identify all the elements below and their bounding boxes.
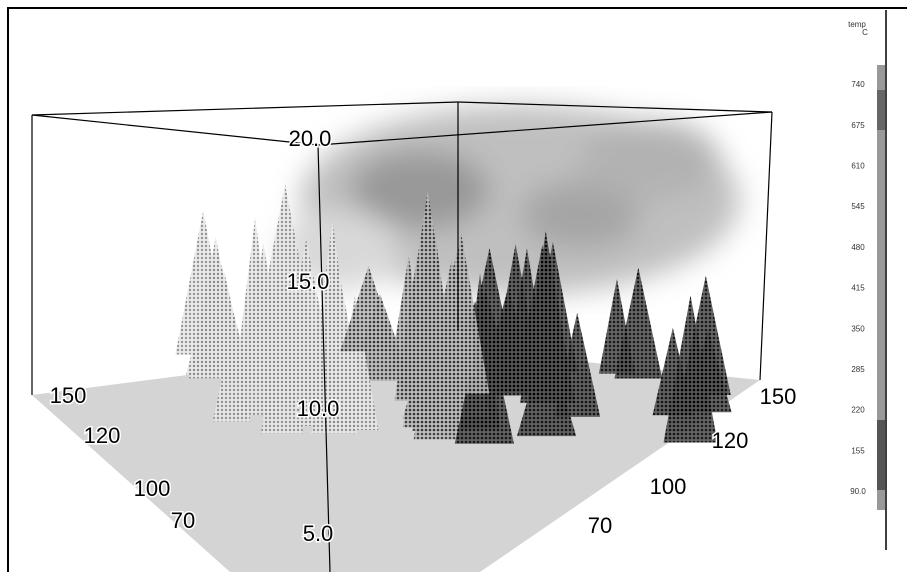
colorbar-label: 220	[851, 406, 865, 415]
colorbar-label: 415	[851, 284, 865, 293]
vertical-tick-label: 15.0	[287, 269, 330, 294]
colorbar-label: 480	[851, 243, 865, 252]
right-tick-label: 120	[712, 428, 749, 453]
vertical-tick-label: 5.0	[303, 521, 334, 546]
colorbar-label: 545	[851, 202, 865, 211]
page: 20.0 15.0 10.0 5.0 150 120 100 70 150 12…	[0, 0, 907, 572]
right-tick-label: 150	[760, 384, 797, 409]
right-tick-label: 100	[650, 474, 687, 499]
colorbar-unit: C	[862, 28, 868, 37]
vertical-tick-label: 10.0	[297, 396, 340, 421]
left-tick-label: 150	[50, 383, 87, 408]
colorbar-label: 675	[851, 121, 865, 130]
visualization-3d: 20.0 15.0 10.0 5.0 150 120 100 70 150 12…	[0, 0, 907, 572]
colorbar-band	[877, 420, 885, 490]
left-tick-label: 100	[134, 476, 171, 501]
colorbar-label: 285	[851, 365, 865, 374]
vertical-tick-label: 20.0	[289, 126, 332, 151]
colorbar-label: 155	[851, 446, 865, 455]
colorbar-label: 740	[851, 80, 865, 89]
colorbar-label: 90.0	[850, 487, 866, 496]
colorbar-band	[877, 90, 885, 130]
right-tick-label: 70	[588, 513, 612, 538]
left-tick-label: 120	[84, 423, 121, 448]
colorbar-label: 610	[851, 162, 865, 171]
left-tick-label: 70	[171, 508, 195, 533]
colorbar-label: 350	[851, 324, 865, 333]
